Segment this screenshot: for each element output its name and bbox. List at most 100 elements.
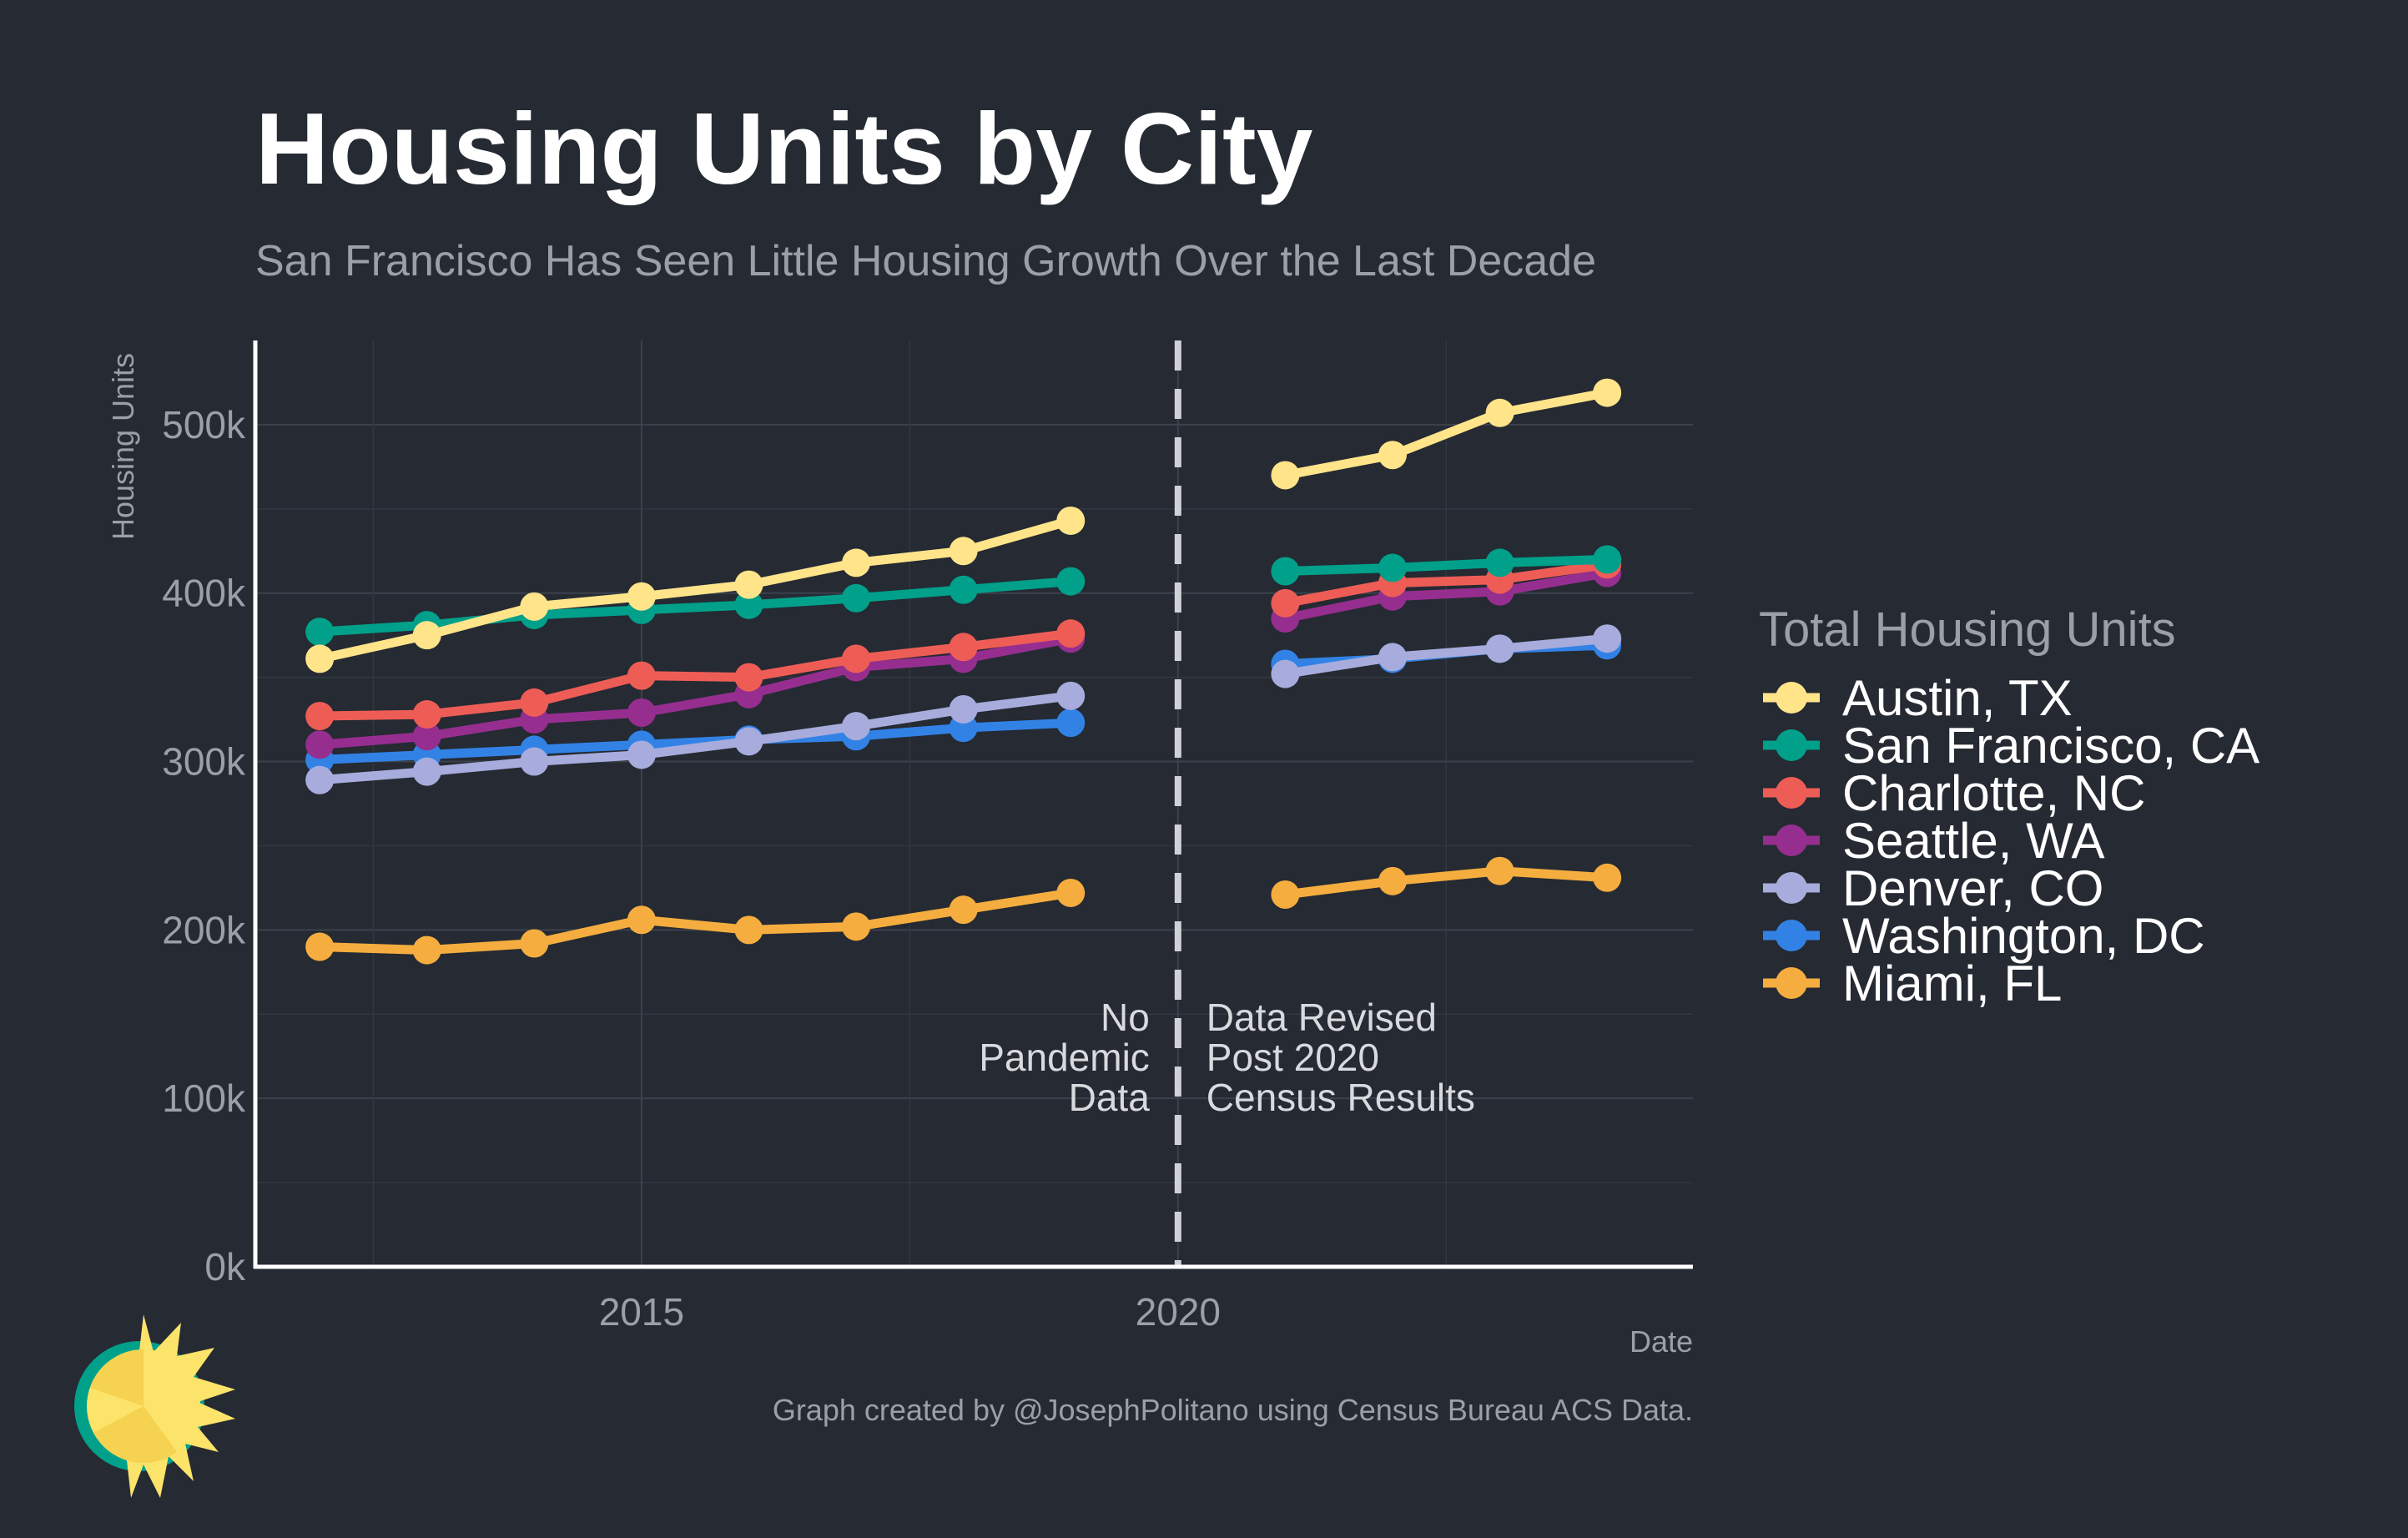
data-point xyxy=(305,765,335,794)
annotation-left-line: No xyxy=(1101,996,1150,1039)
legend-title: Total Housing Units xyxy=(1759,603,2176,657)
legend-swatch-point xyxy=(1776,872,1807,904)
series-line xyxy=(1280,866,1612,900)
legend-swatch-point xyxy=(1776,824,1807,856)
data-point xyxy=(842,712,871,741)
data-point xyxy=(627,905,656,935)
data-point xyxy=(1593,863,1622,892)
data-point xyxy=(1271,659,1300,688)
data-point xyxy=(305,932,335,961)
data-point xyxy=(1056,681,1086,710)
series-miami-fl xyxy=(305,856,1622,965)
legend-item: Austin, TX xyxy=(1763,670,2073,726)
series-line xyxy=(1280,388,1612,480)
series xyxy=(305,378,1622,965)
legend-item: Miami, FL xyxy=(1763,956,2062,1011)
data-point xyxy=(1056,619,1086,648)
annotation-right-line: Census Results xyxy=(1207,1076,1475,1119)
legend-item: Charlotte, NC xyxy=(1763,765,2145,821)
legend-item: Washington, DC xyxy=(1763,908,2205,964)
legend-label: Charlotte, NC xyxy=(1842,765,2145,821)
data-point xyxy=(627,661,656,690)
series-line xyxy=(315,633,1076,749)
data-point xyxy=(1485,398,1514,427)
data-point xyxy=(1271,557,1300,586)
data-point xyxy=(1056,506,1086,535)
legend-swatch-point xyxy=(1776,920,1807,951)
data-point xyxy=(627,582,656,611)
data-point xyxy=(949,575,978,604)
data-point xyxy=(412,722,441,751)
annotation-left-line: Pandemic xyxy=(979,1036,1150,1079)
series-line xyxy=(315,628,1076,721)
legend-item: San Francisco, CA xyxy=(1763,718,2259,774)
legend-swatch-point xyxy=(1776,967,1807,999)
series-line xyxy=(1280,568,1612,623)
grid xyxy=(255,340,1693,1268)
legend-label: Denver, CO xyxy=(1842,860,2103,916)
chart-subtitle: San Francisco Has Seen Little Housing Gr… xyxy=(255,237,1596,285)
series-line xyxy=(315,577,1076,637)
data-point xyxy=(842,644,871,673)
data-point xyxy=(1378,441,1407,470)
data-point xyxy=(734,663,763,692)
series-line xyxy=(315,718,1076,765)
annotation-right-line: Post 2020 xyxy=(1207,1036,1379,1079)
series-austin-tx xyxy=(305,378,1622,673)
data-point xyxy=(1593,545,1622,574)
data-point xyxy=(627,698,656,728)
data-point xyxy=(1593,378,1622,407)
data-point xyxy=(842,583,871,613)
data-point xyxy=(842,912,871,941)
data-point xyxy=(734,727,763,756)
data-point xyxy=(412,757,441,786)
data-point xyxy=(305,644,335,673)
annotation-left-line: Data xyxy=(1069,1076,1151,1119)
legend-item: Denver, CO xyxy=(1763,860,2103,916)
legend-swatch-point xyxy=(1776,729,1807,761)
data-point xyxy=(1378,643,1407,672)
data-point xyxy=(412,935,441,965)
y-axis-label: Housing Units xyxy=(106,353,140,540)
legend-label: Washington, DC xyxy=(1842,908,2205,964)
data-point xyxy=(412,700,441,729)
data-point xyxy=(1593,624,1622,653)
series-line xyxy=(1280,559,1612,608)
x-tick-label: 2015 xyxy=(599,1290,684,1334)
y-tick-label: 100k xyxy=(162,1077,246,1120)
data-point xyxy=(1378,866,1407,895)
data-point xyxy=(520,592,549,621)
legend-swatch-point xyxy=(1776,682,1807,714)
data-point xyxy=(627,740,656,769)
series-line xyxy=(1280,633,1612,679)
data-point xyxy=(1056,878,1086,907)
legend-label: Seattle, WA xyxy=(1842,813,2105,869)
data-point xyxy=(1378,553,1407,582)
data-point xyxy=(949,537,978,566)
legend-label: Miami, FL xyxy=(1842,956,2062,1011)
y-tick-label: 200k xyxy=(162,908,246,951)
x-tick-label: 2020 xyxy=(1136,1290,1221,1334)
y-tick-label: 400k xyxy=(162,572,246,615)
data-point xyxy=(1271,461,1300,490)
data-point xyxy=(1485,634,1514,663)
axes: 0k 100k 200k 300k 400k 500k 2015 2020 xyxy=(162,340,1693,1334)
data-point xyxy=(305,730,335,759)
data-point xyxy=(520,688,549,717)
chart-title: Housing Units by City xyxy=(255,92,1313,205)
data-point xyxy=(520,929,549,958)
annotation-right-line: Data Revised xyxy=(1207,996,1437,1039)
data-point xyxy=(1056,708,1086,738)
legend-label: San Francisco, CA xyxy=(1842,718,2259,774)
data-point xyxy=(1056,567,1086,596)
y-tick-label: 0k xyxy=(204,1245,246,1288)
legend-item: Seattle, WA xyxy=(1763,813,2105,869)
y-tick-label: 300k xyxy=(162,740,246,784)
legend-swatch-point xyxy=(1776,777,1807,809)
y-tick-label: 500k xyxy=(162,403,246,446)
chart-caption: Graph created by @JosephPolitano using C… xyxy=(773,1393,1693,1427)
data-point xyxy=(734,570,763,599)
